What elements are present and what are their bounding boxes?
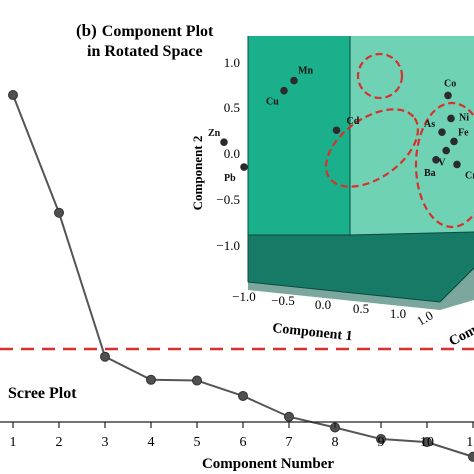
- point-pb: [240, 163, 248, 171]
- y-ticks: 1.0 0.5 0.0 −0.5 −1.0: [216, 55, 240, 253]
- panel-title: (b) Component Plot: [76, 21, 214, 40]
- scree-x-tick-label: 10: [420, 435, 434, 450]
- point-label-cd: Cd: [347, 116, 360, 127]
- scree-x-ticks: 1 2 3 4 5 6 7 8 9 10 11: [10, 422, 474, 450]
- scree-point: [192, 375, 202, 386]
- x-tick-label: −1.0: [232, 289, 256, 304]
- point-cu: [280, 86, 288, 95]
- point-fe: [450, 137, 458, 146]
- scree-point: [54, 207, 64, 218]
- point-label-mn: Mn: [298, 66, 313, 77]
- point-as: [438, 128, 446, 136]
- panel-label: (b): [76, 21, 97, 40]
- right-wall: [350, 36, 474, 235]
- point-label-ni: Ni: [459, 112, 469, 123]
- scree-x-tick-label: 3: [102, 435, 109, 450]
- scree-point: [100, 351, 110, 362]
- point-v: [442, 146, 451, 155]
- x-axis-label: Component 1: [272, 321, 354, 344]
- panel-title-line1: Component Plot: [102, 23, 214, 40]
- scree-plot: Scree Plot 1 2 3 4 5 6 7 8 9 10 11 Component Numbe…: [0, 90, 474, 472]
- scree-x-tick-label: 9: [378, 435, 385, 450]
- back-wall: [248, 36, 350, 235]
- scree-x-tick-label: 4: [148, 435, 155, 450]
- cluster-ring-mn-cu: [356, 52, 404, 100]
- point-ba: [432, 156, 440, 164]
- scree-x-tick-label: 8: [332, 435, 339, 450]
- box-edges: [247, 36, 474, 303]
- scree-x-tick-label: 11: [466, 435, 474, 450]
- floor: [248, 232, 474, 302]
- scree-x-tick-label: 1: [10, 435, 17, 450]
- point-label-cr: Cr: [465, 170, 474, 181]
- y-axis-label: Component 2: [190, 136, 205, 211]
- scree-x-axis-label: Component Number: [202, 456, 334, 472]
- x-tick-label: 0.0: [315, 297, 331, 312]
- component-plot: Mn Cu Cd Zn Pb Co Ni As Fe VBa Cr 1.0 0.5 0.0 −0.5…: [76, 21, 474, 350]
- panel-title-line2: in Rotated Space: [87, 43, 203, 60]
- x-ticks: −1.0 −0.5 0.0 0.5 1.0: [232, 289, 406, 321]
- point-label-as: As: [424, 119, 435, 130]
- cluster-ring-right: [414, 101, 474, 229]
- scree-point: [8, 90, 18, 100]
- cluster-ring-zn-pb-cd: [324, 108, 420, 188]
- x-tick-label: 1.0: [390, 306, 406, 321]
- point-cr: [453, 160, 461, 169]
- scree-point: [146, 374, 156, 385]
- y-tick-label: −0.5: [216, 192, 240, 207]
- point-mn: [290, 76, 298, 85]
- y-tick-label: 0.0: [224, 146, 240, 161]
- point-zn: [220, 138, 228, 146]
- point-label-pb: Pb: [224, 173, 236, 184]
- scree-point: [422, 437, 432, 448]
- floor-grid-left: [248, 268, 474, 310]
- cluster-rings: [324, 52, 474, 229]
- x-tick-label: 0.5: [353, 301, 369, 316]
- scree-x-tick-label: 5: [194, 435, 201, 450]
- point-cd: [332, 126, 341, 135]
- scree-title: Scree Plot: [8, 385, 77, 402]
- point-label-fe: Fe: [458, 127, 469, 138]
- y-tick-label: 0.5: [224, 100, 240, 115]
- point-label-co: Co: [444, 78, 456, 89]
- point-label-zn: Zn: [208, 128, 221, 139]
- scree-x-tick-label: 6: [240, 435, 247, 450]
- point-label-cu: Cu: [266, 97, 279, 108]
- scree-point: [468, 451, 474, 462]
- y-tick-label: −1.0: [216, 238, 240, 253]
- x-tick-label: −0.5: [271, 293, 295, 308]
- point-layer: Mn Cu Cd Zn Pb Co Ni As Fe VBa Cr: [208, 66, 474, 184]
- point-co: [444, 91, 452, 100]
- point-ni: [447, 114, 455, 123]
- scree-point: [284, 411, 294, 422]
- z-tick-label: 1.0: [414, 307, 436, 328]
- point-label-ba: Ba: [424, 168, 436, 179]
- scree-point: [238, 390, 248, 401]
- scree-point: [376, 434, 386, 445]
- scree-x-tick-label: 7: [286, 435, 293, 450]
- y-tick-label: 1.0: [224, 55, 240, 70]
- scree-x-tick-label: 2: [56, 435, 63, 450]
- point-label-v: V: [438, 158, 446, 169]
- z-axis-label: Com: [447, 323, 474, 350]
